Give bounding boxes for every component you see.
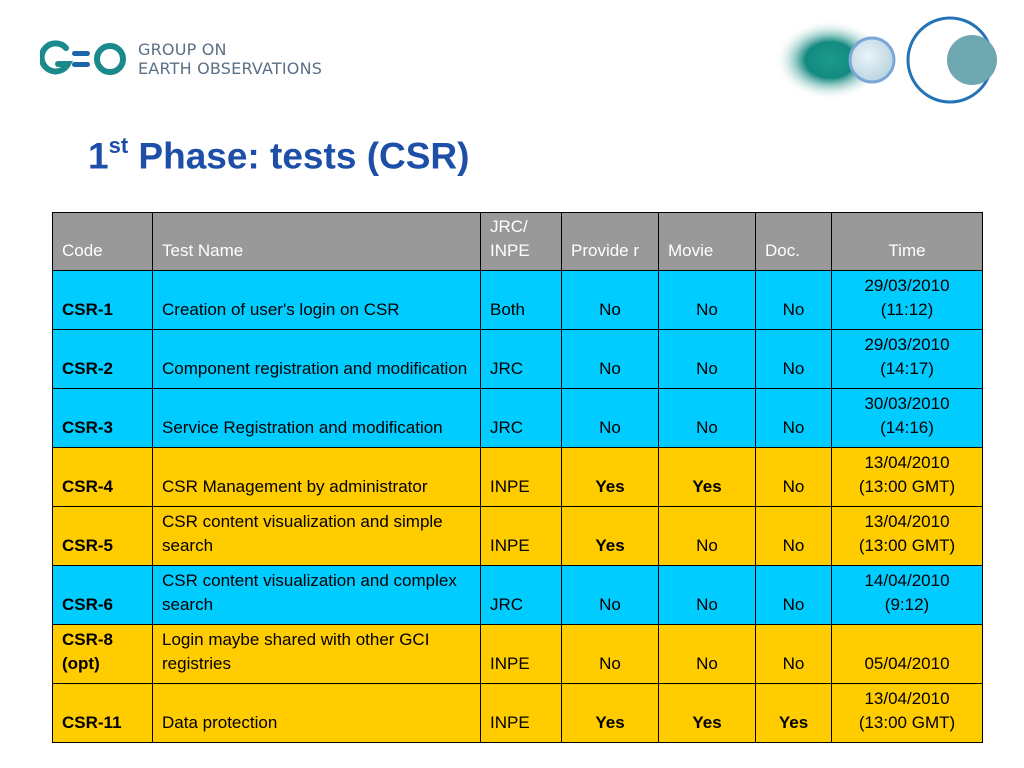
cell-provider: No (561, 270, 659, 330)
cell-code: CSR-5 (52, 506, 153, 566)
page-title: 1st Phase: tests (CSR) (88, 133, 470, 177)
cell-jrc-inpe: INPE (480, 447, 562, 507)
title-text: Phase: tests (CSR) (128, 135, 470, 177)
cell-test-name: CSR content visualization and complex se… (152, 565, 481, 625)
cell-movie: Yes (658, 683, 756, 743)
table-row: CSR-4 CSR Management by administrator INPE… (52, 447, 983, 507)
cell-jrc-inpe: INPE (480, 624, 562, 684)
cell-code: CSR-1 (52, 270, 153, 330)
header-test-name: Test Name (152, 212, 481, 271)
cell-movie: No (658, 624, 756, 684)
cell-test-name: CSR Management by administrator (152, 447, 481, 507)
decorative-circles (770, 8, 1010, 113)
cell-movie: Yes (658, 447, 756, 507)
cell-movie: No (658, 388, 756, 448)
cell-code: CSR-3 (52, 388, 153, 448)
table-row: CSR-2 Component registration and modifica… (52, 329, 983, 389)
circles-icon (775, 16, 997, 104)
geo-logo: GROUP ON EARTH OBSERVATIONS (40, 38, 322, 80)
cell-provider: Yes (561, 506, 659, 566)
cell-provider: No (561, 329, 659, 389)
cell-test-name: Login maybe shared with other GCI regist… (152, 624, 481, 684)
cell-provider: No (561, 388, 659, 448)
logo-line-1: GROUP ON (138, 40, 227, 59)
cell-time: 29/03/2010 (14:17) (831, 329, 983, 389)
table-row: CSR-3 Service Registration and modificati… (52, 388, 983, 448)
cell-doc: No (755, 388, 832, 448)
logo-line-2: EARTH OBSERVATIONS (138, 59, 323, 78)
cell-doc: No (755, 329, 832, 389)
header-doc: Doc. (755, 212, 832, 271)
cell-doc: No (755, 447, 832, 507)
cell-doc: No (755, 506, 832, 566)
cell-doc: No (755, 270, 832, 330)
cell-provider: Yes (561, 683, 659, 743)
cell-code: CSR-6 (52, 565, 153, 625)
header-code: Code (52, 212, 153, 271)
table-row: CSR-6 CSR content visualization and compl… (52, 565, 983, 625)
cell-time: 14/04/2010 (9:12) (831, 565, 983, 625)
header-movie: Movie (658, 212, 756, 271)
cell-code: CSR-11 (52, 683, 153, 743)
cell-provider: No (561, 624, 659, 684)
table-row: CSR-11 Data protection INPE Yes Yes Yes 13/04/… (52, 683, 983, 743)
cell-test-name: Service Registration and modification (152, 388, 481, 448)
cell-time: 05/04/2010 (831, 624, 983, 684)
cell-jrc-inpe: INPE (480, 506, 562, 566)
cell-time: 13/04/2010 (13:00 GMT) (831, 683, 983, 743)
table-row: CSR-5 CSR content visualization and simpl… (52, 506, 983, 566)
cell-code: CSR-4 (52, 447, 153, 507)
table-row: CSR-1 Creation of user's login on CSR Both… (52, 270, 983, 330)
table-header-row: Code Test Name JRC/ INPE Provide r Movie… (52, 212, 983, 271)
cell-time: 29/03/2010 (11:12) (831, 270, 983, 330)
header-provider: Provide r (561, 212, 659, 271)
cell-time: 13/04/2010 (13:00 GMT) (831, 506, 983, 566)
header-time: Time (831, 212, 983, 271)
cell-jrc-inpe: INPE (480, 683, 562, 743)
cell-test-name: Data protection (152, 683, 481, 743)
title-number: 1 (88, 135, 109, 177)
cell-provider: No (561, 565, 659, 625)
cell-movie: No (658, 565, 756, 625)
cell-code: CSR-2 (52, 329, 153, 389)
cell-jrc-inpe: JRC (480, 565, 562, 625)
geo-logo-icon (40, 40, 126, 75)
cell-code: CSR-8 (opt) (52, 624, 153, 684)
cell-jrc-inpe: JRC (480, 388, 562, 448)
cell-test-name: CSR content visualization and simple sea… (152, 506, 481, 566)
cell-provider: Yes (561, 447, 659, 507)
cell-doc: Yes (755, 683, 832, 743)
cell-movie: No (658, 270, 756, 330)
table-row: CSR-8 (opt) Login maybe shared with other… (52, 624, 983, 684)
cell-doc: No (755, 624, 832, 684)
cell-doc: No (755, 565, 832, 625)
cell-jrc-inpe: Both (480, 270, 562, 330)
header-jrc-inpe: JRC/ INPE (480, 212, 562, 271)
cell-test-name: Creation of user's login on CSR (152, 270, 481, 330)
cell-jrc-inpe: JRC (480, 329, 562, 389)
cell-time: 13/04/2010 (13:00 GMT) (831, 447, 983, 507)
cell-test-name: Component registration and modification (152, 329, 481, 389)
cell-time: 30/03/2010 (14:16) (831, 388, 983, 448)
title-superscript: st (108, 133, 129, 158)
cell-movie: No (658, 329, 756, 389)
csr-tests-table: Code Test Name JRC/ INPE Provide r Movie… (52, 212, 983, 743)
cell-movie: No (658, 506, 756, 566)
